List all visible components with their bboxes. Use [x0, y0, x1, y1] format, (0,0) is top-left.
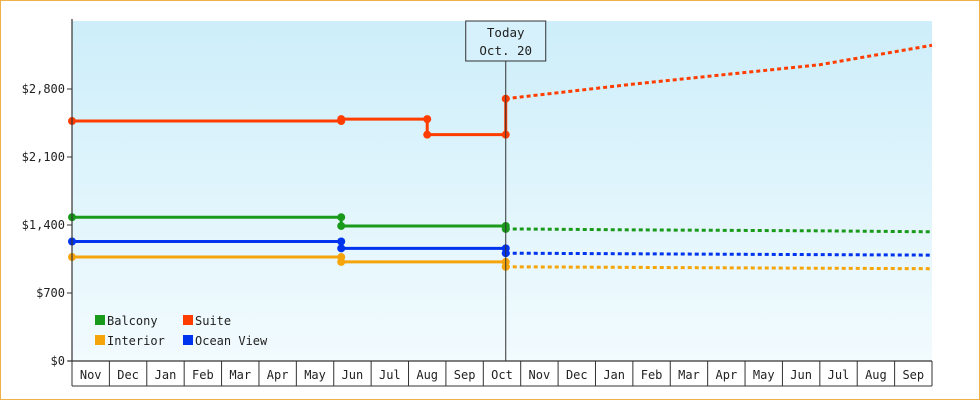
x-tick-label: Jun	[790, 368, 812, 382]
axes-layer: $0 $700 $1,400 $2,100 $2,800 Nov Dec Jan Feb Mar A…	[22, 19, 933, 387]
legend-swatch-balcony	[95, 315, 105, 325]
y-tick-label: $700	[36, 286, 65, 300]
today-label-date: Oct. 20	[479, 43, 532, 58]
x-tick-label: Sep	[902, 368, 924, 382]
legend-swatch-interior	[95, 335, 105, 345]
legend: Balcony Suite Interior Ocean View	[95, 314, 268, 348]
x-tick-label: Oct	[491, 368, 513, 382]
x-tick-label: Apr	[267, 368, 289, 382]
plot-area	[72, 21, 932, 361]
x-tick-label: Feb	[192, 368, 214, 382]
data-point-suite	[337, 115, 346, 124]
y-tick-label: $1,400	[22, 218, 65, 232]
data-point-suite	[423, 130, 432, 139]
x-tick-label: Jul	[379, 368, 401, 382]
series-forecast-line-balcony	[505, 227, 933, 234]
series-forecast-line-suite	[505, 43, 933, 101]
series-forecast-line-interior	[505, 265, 933, 271]
x-tick-label: Feb	[641, 368, 663, 382]
legend-swatch-ocean-view	[183, 335, 193, 345]
x-tick-label: Aug	[416, 368, 438, 382]
legend-swatch-suite	[183, 315, 193, 325]
y-tick-label: $2,800	[22, 82, 65, 96]
data-point-ocean-view	[337, 244, 346, 253]
data-point-ocean-view	[337, 237, 346, 246]
series-forecast-line-ocean-view	[505, 251, 933, 257]
y-tick-label: $2,100	[22, 150, 65, 164]
today-callout-box	[465, 20, 547, 62]
today-label-title: Today	[487, 25, 525, 40]
today-marker: Today Oct. 20	[465, 20, 547, 361]
data-point-interior	[337, 257, 346, 266]
x-tick-label: Mar	[678, 368, 700, 382]
legend-label-ocean-view: Ocean View	[195, 334, 268, 348]
legend-label-interior: Interior	[107, 334, 165, 348]
x-tick-label: Nov	[80, 368, 102, 382]
data-point-balcony	[337, 213, 346, 222]
x-tick-label: Mar	[229, 368, 251, 382]
x-tick-label: Jul	[828, 368, 850, 382]
y-tick-label: $0	[51, 354, 65, 368]
x-tick-label: Jan	[155, 368, 177, 382]
data-point-suite	[423, 115, 432, 124]
x-tick-label: Dec	[117, 368, 139, 382]
x-tick-label: Jan	[603, 368, 625, 382]
x-tick-label: Sep	[454, 368, 476, 382]
x-tick-label: Jun	[342, 368, 364, 382]
x-tick-label: Dec	[566, 368, 588, 382]
x-tick-label: May	[753, 368, 775, 382]
x-tick-label: Apr	[716, 368, 738, 382]
x-tick-label: Aug	[865, 368, 887, 382]
legend-label-balcony: Balcony	[107, 314, 158, 328]
legend-label-suite: Suite	[195, 314, 231, 328]
data-point-balcony	[337, 221, 346, 230]
x-tick-label: May	[304, 368, 326, 382]
x-tick-label: Nov	[529, 368, 551, 382]
